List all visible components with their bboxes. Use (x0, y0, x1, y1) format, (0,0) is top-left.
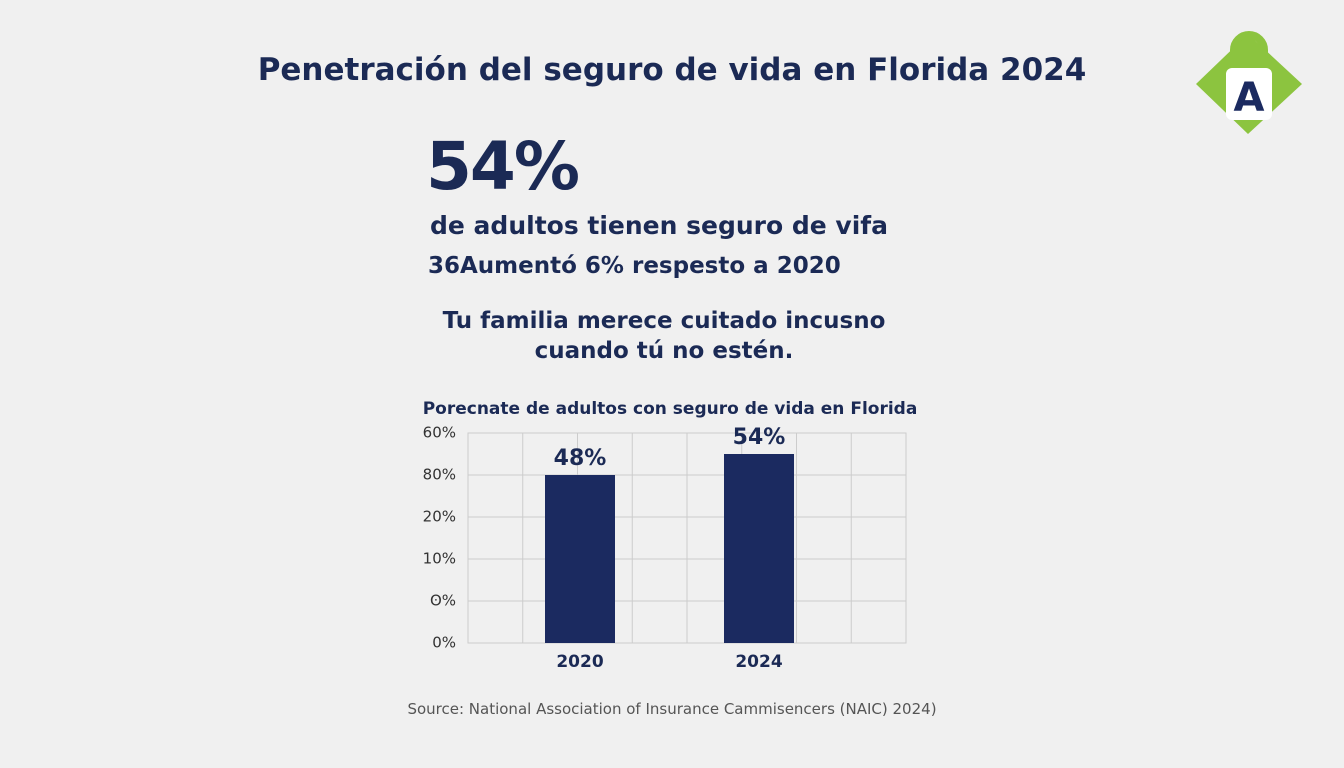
bar (724, 454, 794, 643)
y-tick-label: 20% (423, 508, 456, 526)
logo-letter: A (1234, 75, 1265, 121)
logo: A (1196, 31, 1302, 134)
y-tick-label: 60% (423, 424, 456, 442)
y-tick-label: 10% (423, 550, 456, 568)
y-tick-label: 0% (432, 634, 456, 652)
tagline: Tu familia merece cuitado incusno cuando… (442, 308, 886, 364)
value-label: 54% (733, 425, 786, 450)
title: Penetración del seguro de vida en Florid… (257, 52, 1087, 88)
big-stat: 54% (426, 128, 580, 205)
bar (545, 475, 615, 643)
stat-change: 36Aumentó 6% respesto a 2020 (428, 253, 841, 279)
y-tick-label: 80% (423, 466, 456, 484)
source: Source: National Association of Insuranc… (407, 700, 937, 718)
logo-lock (1226, 68, 1272, 120)
value-label: 48% (554, 446, 607, 471)
x-tick-label: 2020 (556, 652, 603, 672)
chart-title: Porecnate de adultos con seguro de vida … (423, 399, 918, 419)
x-tick-label: 2024 (735, 652, 782, 672)
stat-line: de adultos tienen seguro de vifa (430, 211, 889, 240)
y-tick-label: ʘ% (430, 592, 456, 610)
